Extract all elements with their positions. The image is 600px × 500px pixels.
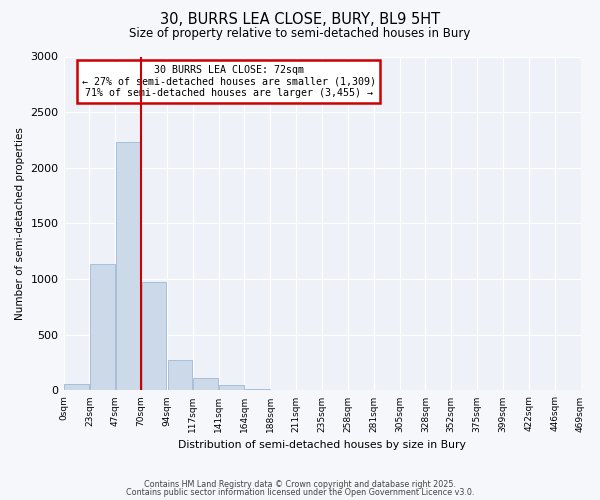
- Text: 30, BURRS LEA CLOSE, BURY, BL9 5HT: 30, BURRS LEA CLOSE, BURY, BL9 5HT: [160, 12, 440, 28]
- Bar: [90, 264, 115, 390]
- Text: 30 BURRS LEA CLOSE: 72sqm
← 27% of semi-detached houses are smaller (1,309)
71% : 30 BURRS LEA CLOSE: 72sqm ← 27% of semi-…: [82, 65, 376, 98]
- Bar: [167, 360, 192, 390]
- Bar: [142, 282, 166, 391]
- Y-axis label: Number of semi-detached properties: Number of semi-detached properties: [15, 127, 25, 320]
- Text: Contains public sector information licensed under the Open Government Licence v3: Contains public sector information licen…: [126, 488, 474, 497]
- Bar: [219, 386, 244, 390]
- Bar: [116, 142, 140, 390]
- Bar: [64, 384, 89, 390]
- Text: Size of property relative to semi-detached houses in Bury: Size of property relative to semi-detach…: [130, 28, 470, 40]
- Bar: [193, 378, 218, 390]
- Text: Contains HM Land Registry data © Crown copyright and database right 2025.: Contains HM Land Registry data © Crown c…: [144, 480, 456, 489]
- X-axis label: Distribution of semi-detached houses by size in Bury: Distribution of semi-detached houses by …: [178, 440, 466, 450]
